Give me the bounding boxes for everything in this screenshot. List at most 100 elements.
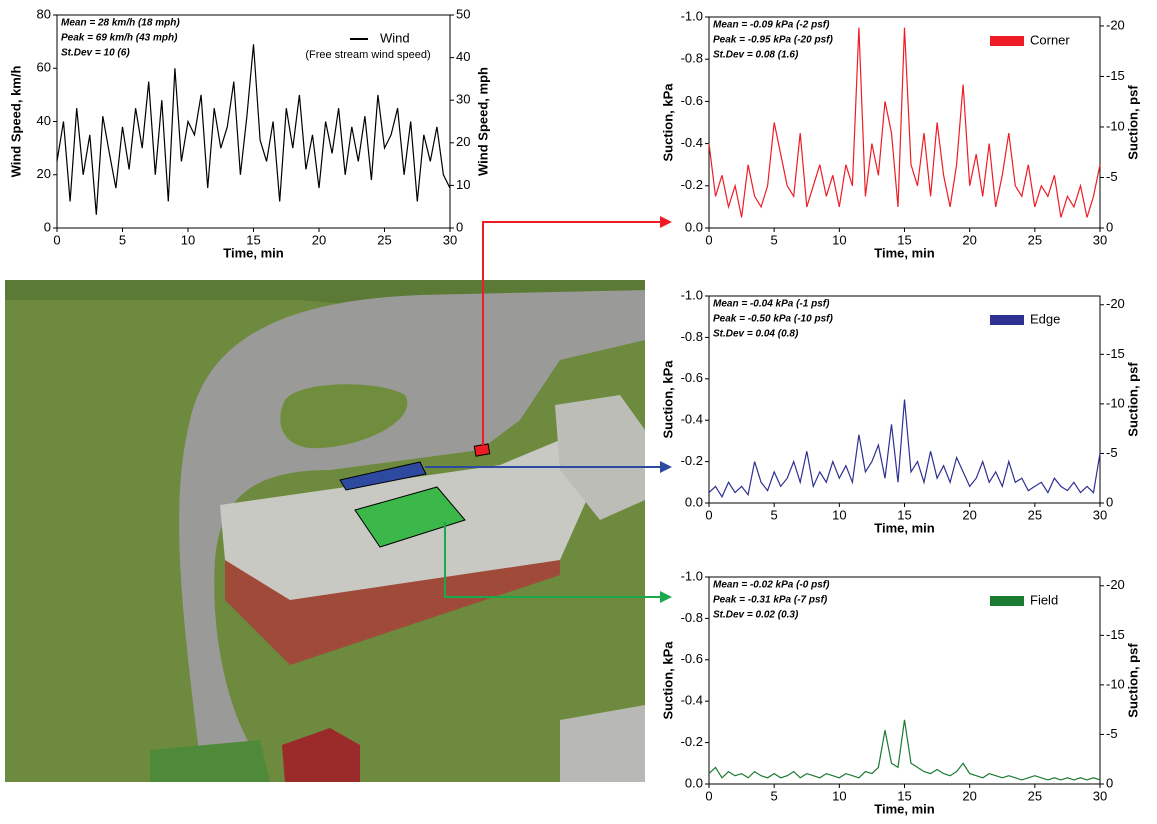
y-axis-label: Suction, kPa bbox=[660, 83, 675, 162]
y-axis-label: Wind Speed, km/h bbox=[8, 66, 23, 178]
series-line bbox=[709, 720, 1100, 780]
x-tick-label: 5 bbox=[771, 507, 778, 522]
y-tick-label: -0.8 bbox=[681, 329, 703, 344]
y2-tick-label: -15 bbox=[1106, 68, 1125, 83]
stats-annotation: Peak = -0.50 kPa (-10 psf) bbox=[713, 314, 833, 325]
x-tick-label: 5 bbox=[771, 788, 778, 803]
y2-tick-label: 0 bbox=[1106, 494, 1113, 509]
x-tick-label: 0 bbox=[705, 232, 712, 247]
stats-annotation: St.Dev = 10 (6) bbox=[61, 48, 130, 59]
x-tick-label: 30 bbox=[1093, 232, 1107, 247]
stats-annotation: Mean = 28 km/h (18 mph) bbox=[61, 18, 180, 29]
x-tick-label: 5 bbox=[119, 232, 126, 247]
y2-tick-label: -20 bbox=[1106, 577, 1125, 592]
y-tick-label: -1.0 bbox=[681, 287, 703, 302]
y2-tick-label: 50 bbox=[456, 6, 470, 21]
stats-annotation: Mean = -0.02 kPa (-0 psf) bbox=[713, 580, 830, 591]
stats-annotation: St.Dev = 0.08 (1.6) bbox=[713, 50, 799, 61]
y2-tick-label: 20 bbox=[456, 134, 470, 149]
y-tick-label: -0.2 bbox=[681, 453, 703, 468]
y2-tick-label: 40 bbox=[456, 49, 470, 64]
x-tick-label: 30 bbox=[443, 232, 457, 247]
y2-tick-label: 0 bbox=[456, 219, 463, 234]
y2-tick-label: -10 bbox=[1106, 118, 1125, 133]
x-tick-label: 20 bbox=[312, 232, 326, 247]
y2-axis-label: Wind Speed, mph bbox=[475, 67, 490, 176]
y-tick-label: -0.8 bbox=[681, 51, 703, 66]
x-tick-label: 10 bbox=[832, 788, 846, 803]
x-axis-label: Time, min bbox=[223, 245, 284, 260]
x-tick-label: 25 bbox=[1028, 788, 1042, 803]
x-tick-label: 0 bbox=[53, 232, 60, 247]
y2-tick-label: -15 bbox=[1106, 346, 1125, 361]
y2-tick-label: -5 bbox=[1106, 169, 1118, 184]
legend-swatch bbox=[990, 596, 1024, 606]
x-tick-label: 10 bbox=[832, 232, 846, 247]
x-tick-label: 10 bbox=[181, 232, 195, 247]
y-tick-label: -0.6 bbox=[681, 651, 703, 666]
y2-tick-label: 30 bbox=[456, 92, 470, 107]
y-tick-label: -0.4 bbox=[681, 135, 703, 150]
y-tick-label: -0.6 bbox=[681, 93, 703, 108]
x-tick-label: 10 bbox=[832, 507, 846, 522]
y2-tick-label: 10 bbox=[456, 177, 470, 192]
y-tick-label: 0 bbox=[44, 219, 51, 234]
y-tick-label: 0.0 bbox=[685, 494, 703, 509]
x-axis-label: Time, min bbox=[874, 520, 935, 535]
x-tick-label: 25 bbox=[1028, 507, 1042, 522]
stats-annotation: Peak = 69 km/h (43 mph) bbox=[61, 33, 178, 44]
x-tick-label: 20 bbox=[962, 232, 976, 247]
y2-tick-label: 0 bbox=[1106, 219, 1113, 234]
legend-label: Wind bbox=[380, 30, 410, 45]
legend-label: Edge bbox=[1030, 311, 1060, 326]
x-axis-label: Time, min bbox=[874, 245, 935, 260]
y-tick-label: 80 bbox=[37, 6, 51, 21]
x-tick-label: 20 bbox=[962, 507, 976, 522]
y2-axis-label: Suction, psf bbox=[1125, 362, 1140, 437]
y-tick-label: -0.8 bbox=[681, 610, 703, 625]
y2-tick-label: -20 bbox=[1106, 296, 1125, 311]
edge-arrowhead bbox=[660, 461, 672, 473]
y2-axis-label: Suction, psf bbox=[1125, 643, 1140, 718]
y-tick-label: -1.0 bbox=[681, 568, 703, 583]
y-tick-label: -0.4 bbox=[681, 693, 703, 708]
y2-axis-label: Suction, psf bbox=[1125, 85, 1140, 160]
y-tick-label: -0.2 bbox=[681, 734, 703, 749]
corner-arrowhead bbox=[660, 216, 672, 228]
stats-annotation: Mean = -0.09 kPa (-2 psf) bbox=[713, 20, 830, 31]
legend-swatch bbox=[990, 36, 1024, 46]
y2-tick-label: 0 bbox=[1106, 775, 1113, 790]
x-tick-label: 30 bbox=[1093, 788, 1107, 803]
x-tick-label: 20 bbox=[962, 788, 976, 803]
y-tick-label: -0.2 bbox=[681, 177, 703, 192]
x-tick-label: 25 bbox=[377, 232, 391, 247]
y2-tick-label: -10 bbox=[1106, 676, 1125, 691]
stats-annotation: St.Dev = 0.04 (0.8) bbox=[713, 329, 799, 340]
legend-swatch bbox=[990, 315, 1024, 325]
aerial-photo bbox=[5, 280, 645, 782]
plot-frame bbox=[709, 577, 1100, 784]
stats-annotation: Peak = -0.31 kPa (-7 psf) bbox=[713, 595, 828, 606]
plot-frame bbox=[709, 17, 1100, 228]
stats-annotation: Mean = -0.04 kPa (-1 psf) bbox=[713, 299, 830, 310]
figure: 05101520253002040608001020304050Time, mi… bbox=[0, 0, 1157, 824]
corner-zone bbox=[474, 444, 490, 456]
y-axis-label: Suction, kPa bbox=[660, 641, 675, 720]
y-tick-label: -0.6 bbox=[681, 370, 703, 385]
x-tick-label: 0 bbox=[705, 788, 712, 803]
stats-annotation: Peak = -0.95 kPa (-20 psf) bbox=[713, 35, 833, 46]
y2-tick-label: -5 bbox=[1106, 726, 1118, 741]
legend-note: (Free stream wind speed) bbox=[305, 49, 430, 61]
x-tick-label: 5 bbox=[771, 232, 778, 247]
field-arrowhead bbox=[660, 591, 672, 603]
y2-tick-label: -10 bbox=[1106, 395, 1125, 410]
y-tick-label: 40 bbox=[37, 113, 51, 128]
y-tick-label: -0.4 bbox=[681, 412, 703, 427]
x-tick-label: 0 bbox=[705, 507, 712, 522]
y2-tick-label: -5 bbox=[1106, 445, 1118, 460]
y-axis-label: Suction, kPa bbox=[660, 360, 675, 439]
y-tick-label: 0.0 bbox=[685, 219, 703, 234]
legend-label: Corner bbox=[1030, 32, 1070, 47]
stats-annotation: St.Dev = 0.02 (0.3) bbox=[713, 610, 799, 621]
x-tick-label: 30 bbox=[1093, 507, 1107, 522]
